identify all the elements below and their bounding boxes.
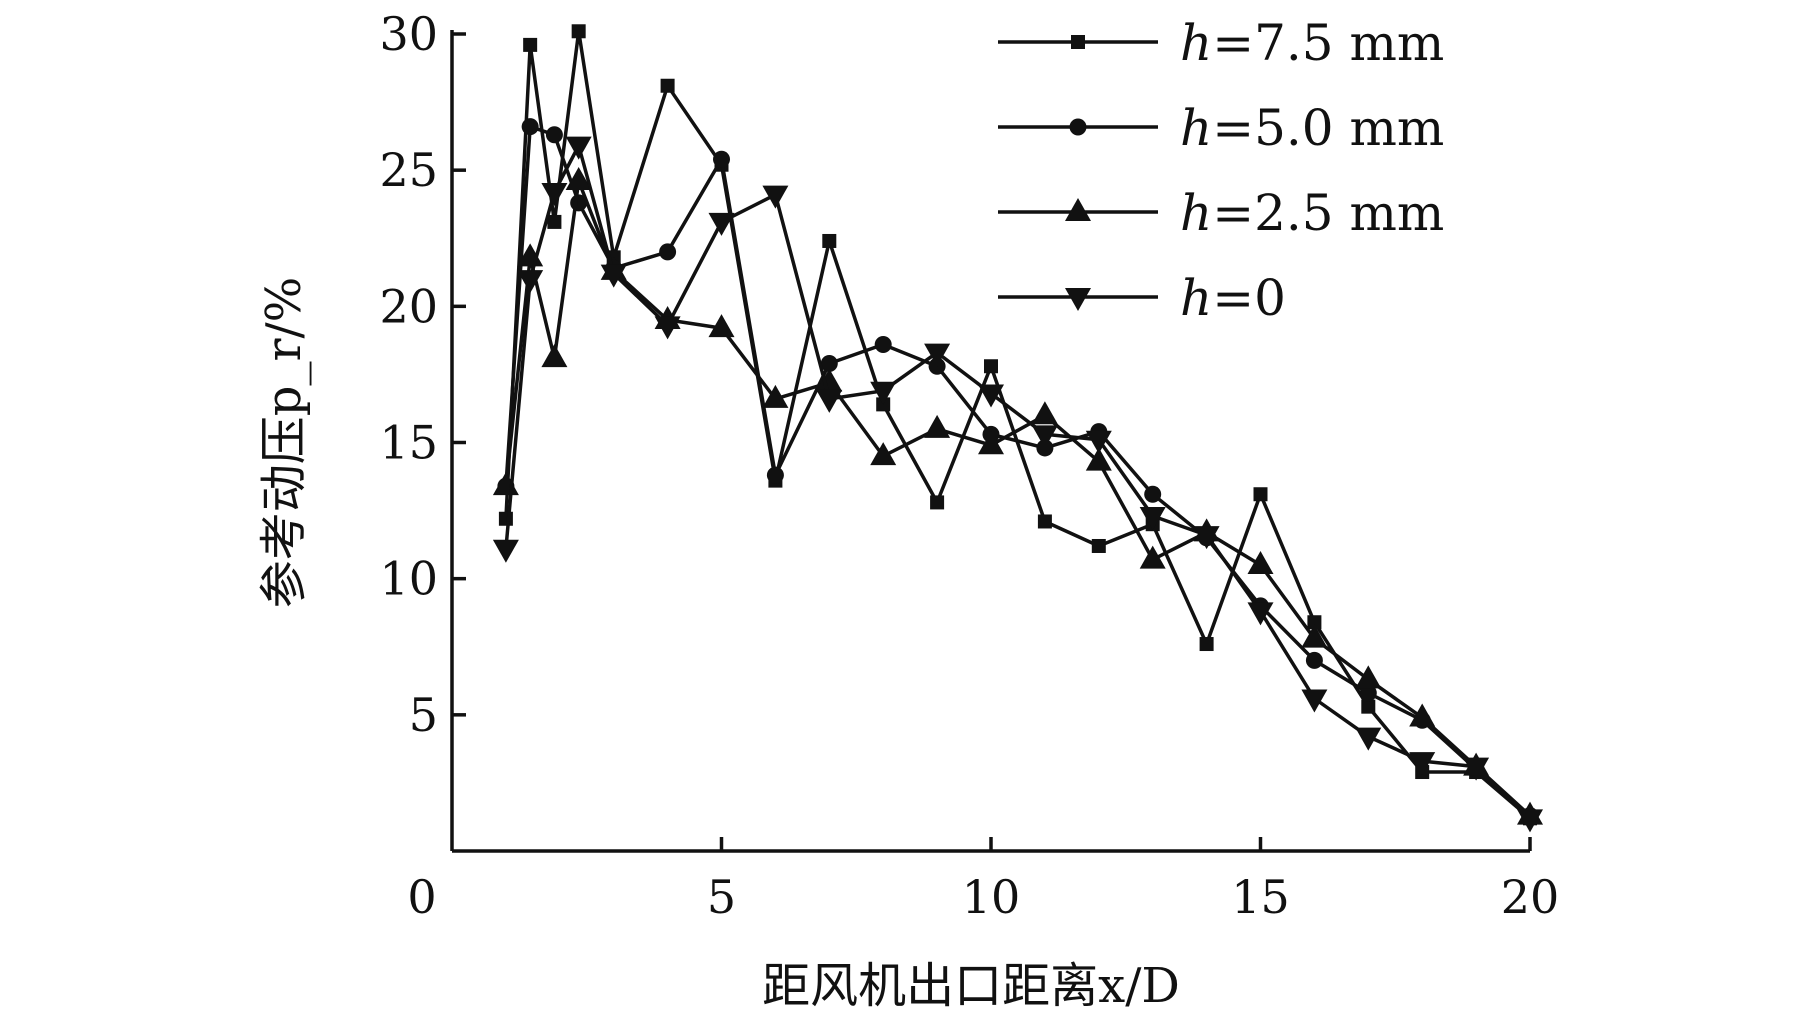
data-point <box>870 442 897 466</box>
data-point <box>1193 526 1220 550</box>
data-point <box>930 495 945 510</box>
legend-item-4: h=0 <box>998 269 1286 327</box>
data-point <box>816 389 843 413</box>
data-point <box>1031 425 1058 449</box>
data-point <box>1139 545 1166 569</box>
data-point <box>1085 447 1112 471</box>
data-point <box>541 182 568 206</box>
data-point <box>1037 514 1052 529</box>
data-point <box>1247 551 1274 575</box>
series-line-3 <box>504 179 1532 817</box>
legend: h=7.5 mm h=5.0 mm h=2.5 mm h=0 <box>998 14 1444 327</box>
data-point <box>1409 703 1436 727</box>
y-tick-label-20: 20 <box>379 279 438 333</box>
legend-marker <box>1071 35 1085 49</box>
data-point <box>517 270 544 294</box>
axes: 0 5 10 15 20 5 10 15 20 25 30 <box>379 7 1559 924</box>
legend-item-1: h=7.5 mm <box>998 14 1444 72</box>
legend-marker <box>1069 118 1087 136</box>
data-point <box>498 511 513 526</box>
series-line-2 <box>504 124 1532 817</box>
data-point <box>1091 538 1106 553</box>
y-tick-label-15: 15 <box>379 416 438 470</box>
legend-label: h=7.5 mm <box>1180 14 1444 72</box>
x-tick-label-5: 5 <box>707 870 736 924</box>
data-point <box>492 472 519 496</box>
data-point <box>492 539 519 563</box>
data-point <box>708 212 735 236</box>
data-point <box>1517 809 1543 833</box>
axis-titles: 距风机出口距离x/D 参考动压p_r/% <box>256 277 1180 1014</box>
data-point <box>816 368 843 392</box>
data-point <box>545 126 563 144</box>
legend-label: h=5.0 mm <box>1180 99 1444 157</box>
series-layer <box>492 24 1543 833</box>
series-4 <box>492 136 1543 833</box>
data-point <box>874 335 892 353</box>
data-point <box>1301 624 1328 648</box>
data-point <box>978 384 1004 408</box>
legend-label: h=0 <box>1180 269 1286 327</box>
data-point <box>822 233 837 248</box>
data-point <box>1359 684 1377 702</box>
data-point <box>1355 727 1382 751</box>
data-point <box>565 136 592 160</box>
legend-item-3: h=2.5 mm <box>998 184 1444 242</box>
data-point <box>1247 602 1274 626</box>
data-point <box>978 431 1004 455</box>
data-point <box>1139 507 1166 531</box>
data-point <box>1463 757 1490 781</box>
y-tick-label-30: 30 <box>379 7 438 61</box>
data-point <box>521 118 539 136</box>
data-point <box>660 78 675 93</box>
data-point <box>1301 689 1328 713</box>
data-point <box>654 316 681 340</box>
legend-marker <box>1065 288 1091 311</box>
legend-item-2: h=5.0 mm <box>998 99 1444 157</box>
x-tick-label-15: 15 <box>1231 870 1290 924</box>
data-point <box>1409 752 1436 776</box>
series-line-4 <box>504 143 1532 820</box>
data-point <box>571 24 586 39</box>
data-point <box>1253 487 1268 502</box>
data-point <box>659 243 677 261</box>
data-point <box>766 466 784 484</box>
legend-label: h=2.5 mm <box>1180 184 1444 242</box>
data-point <box>541 344 568 368</box>
data-point <box>523 37 538 52</box>
y-tick-label-5: 5 <box>409 688 438 742</box>
data-point <box>762 384 789 408</box>
data-point <box>1085 430 1112 454</box>
data-point <box>762 185 789 209</box>
data-point <box>870 381 897 405</box>
data-point <box>600 264 627 288</box>
y-axis-title: 参考动压p_r/% <box>256 277 312 608</box>
data-point <box>1144 485 1162 503</box>
data-point <box>1355 665 1382 689</box>
data-point <box>820 355 838 373</box>
series-line-1 <box>504 29 1532 820</box>
data-point <box>984 359 998 374</box>
data-point <box>924 414 951 438</box>
data-point <box>1199 637 1214 652</box>
data-point <box>708 314 735 338</box>
x-tick-label-10: 10 <box>962 870 1021 924</box>
y-tick-label-10: 10 <box>379 552 438 606</box>
legend-marker <box>1065 198 1091 221</box>
data-point <box>924 343 951 367</box>
x-tick-label-0: 0 <box>407 870 436 924</box>
x-tick-label-20: 20 <box>1501 870 1560 924</box>
x-axis-title: 距风机出口距离x/D <box>762 958 1180 1014</box>
y-tick-label-25: 25 <box>379 143 438 197</box>
data-point <box>1307 615 1322 630</box>
data-point <box>565 167 592 191</box>
data-point <box>1305 651 1323 669</box>
data-point <box>713 150 730 168</box>
data-point <box>1361 699 1376 714</box>
data-point <box>547 214 562 229</box>
data-point <box>1031 401 1058 425</box>
